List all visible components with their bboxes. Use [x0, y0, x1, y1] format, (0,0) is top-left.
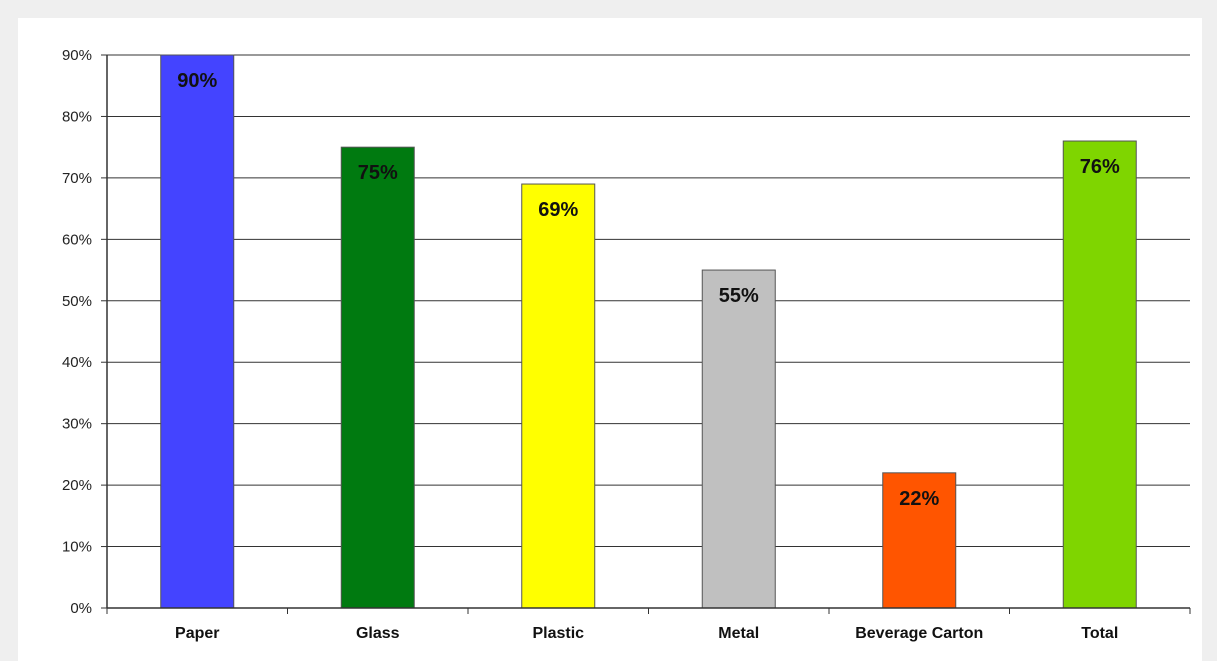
x-tick-label: Beverage Carton	[855, 625, 983, 642]
data-label: 75%	[358, 162, 398, 184]
data-label: 69%	[538, 199, 578, 221]
data-labels: 90% 75% 69% 55% 22% 76%	[177, 70, 1120, 510]
data-label: 22%	[899, 488, 939, 510]
x-tick-label: Paper	[175, 625, 219, 642]
y-tick-label: 30%	[62, 416, 92, 433]
bars	[160, 54, 1137, 609]
grid-lines	[107, 54, 1190, 548]
axes	[106, 55, 1190, 609]
bar-glass	[340, 146, 415, 609]
y-tick-label: 50%	[62, 293, 92, 310]
x-tick-label: Glass	[356, 625, 400, 642]
y-tick-label: 90%	[62, 47, 92, 64]
x-tick-label: Plastic	[532, 625, 584, 642]
y-tick-label: 0%	[70, 600, 92, 617]
y-tick-label: 10%	[62, 539, 92, 556]
bar-metal	[701, 269, 776, 609]
y-tick-label: 60%	[62, 231, 92, 248]
data-label: 90%	[177, 70, 217, 92]
y-tick-label: 70%	[62, 170, 92, 187]
y-tick-label: 20%	[62, 477, 92, 494]
bar-plastic	[521, 183, 596, 609]
data-label: 76%	[1080, 156, 1120, 178]
x-tick-label: Metal	[718, 625, 759, 642]
bar-total	[1062, 140, 1137, 609]
y-tick-label: 80%	[62, 108, 92, 125]
x-axis-ticks: Paper Glass Plastic Metal Beverage Carton Tot…	[106, 608, 1191, 642]
x-tick-label: Total	[1081, 625, 1118, 642]
data-label: 55%	[719, 285, 759, 307]
y-tick-label: 40%	[62, 354, 92, 371]
bar-paper	[160, 54, 235, 609]
y-axis-ticks: 0% 10% 20% 30% 40% 50% 60% 70% 80% 90%	[62, 47, 107, 617]
